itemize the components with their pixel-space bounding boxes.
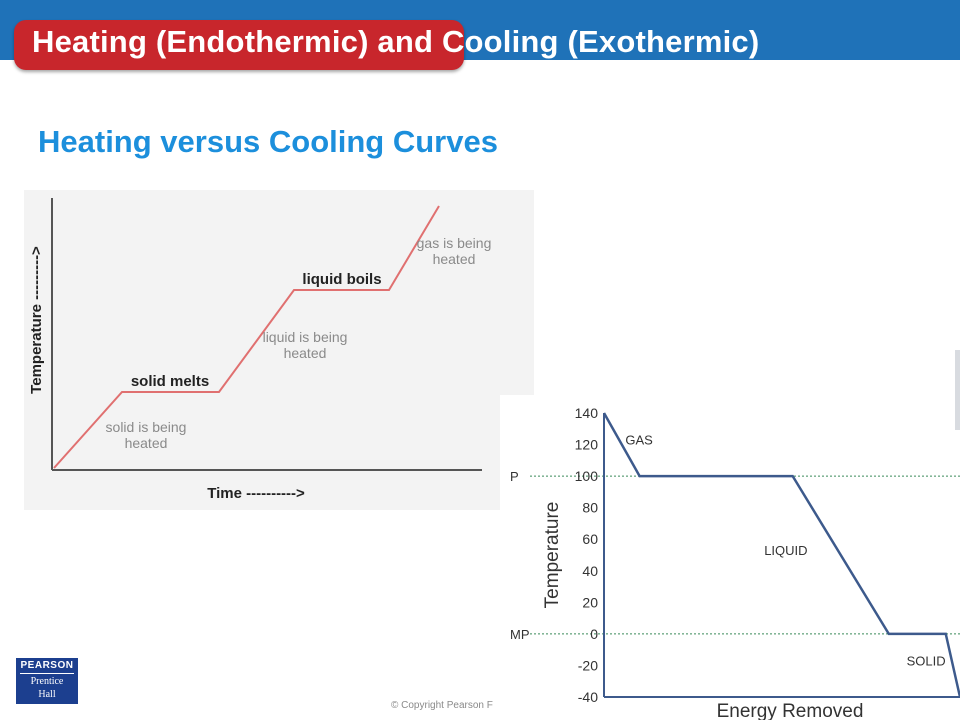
cooling-ytick-label: 0 xyxy=(590,626,598,642)
annotation-gas-heated: gas is being heated xyxy=(417,235,492,267)
cooling-ytick-label: -20 xyxy=(578,657,598,673)
pearson-logo: PEARSON Prentice Hall xyxy=(16,658,78,704)
logo-line1: PEARSON xyxy=(20,658,74,674)
cooling-annotation-solid: SOLID xyxy=(907,653,946,668)
slide-title: Heating (Endothermic) and Cooling (Exoth… xyxy=(32,24,760,59)
cooling-ylabel: Temperature xyxy=(542,502,563,609)
title-pill xyxy=(14,20,464,70)
cooling-ytick-label: 120 xyxy=(575,437,599,453)
heating-series-line xyxy=(53,205,440,469)
cooling-annotation-liquid: LIQUID xyxy=(764,543,807,558)
heating-ylabel: Temperature ---------> xyxy=(28,246,45,394)
cooling-curve-chart: P MP 140 120 100 80 60 40 20 0 -20 -40 GAS LIQUID SO… xyxy=(500,395,960,720)
logo-line2: Prentice xyxy=(30,676,64,687)
slide-subtitle: Heating versus Cooling Curves xyxy=(38,124,498,159)
cooling-ytick-label: 80 xyxy=(582,500,598,516)
copyright-text: © Copyright Pearson F xyxy=(391,700,493,711)
annotation-solid-heated: solid is being heated xyxy=(106,419,187,451)
cooling-ytick-label: -40 xyxy=(578,689,598,705)
logo-line3: Hall xyxy=(38,689,56,700)
annotation-liquid-boils: liquid boils xyxy=(302,271,381,288)
cooling-ytick-label: 100 xyxy=(575,468,599,484)
edge-bar xyxy=(955,350,960,430)
cooling-ytick-label: 60 xyxy=(582,531,598,547)
cooling-ytick-label: 40 xyxy=(582,563,598,579)
cooling-series-line xyxy=(602,412,960,698)
heating-xlabel: Time ----------> xyxy=(207,485,305,502)
heating-curve-chart: Temperature ---------> Time ----------> … xyxy=(24,190,534,510)
annotation-solid-melts: solid melts xyxy=(131,373,209,390)
cooling-ytick-label: 20 xyxy=(582,594,598,610)
reference-label-mp: MP xyxy=(510,627,530,642)
annotation-liquid-heated: liquid is being heated xyxy=(263,329,348,361)
cooling-ytick-label: 140 xyxy=(575,405,599,421)
reference-label-p: P xyxy=(510,469,519,484)
cooling-annotation-gas: GAS xyxy=(625,433,653,448)
cooling-xlabel: Energy Removed xyxy=(717,701,864,720)
